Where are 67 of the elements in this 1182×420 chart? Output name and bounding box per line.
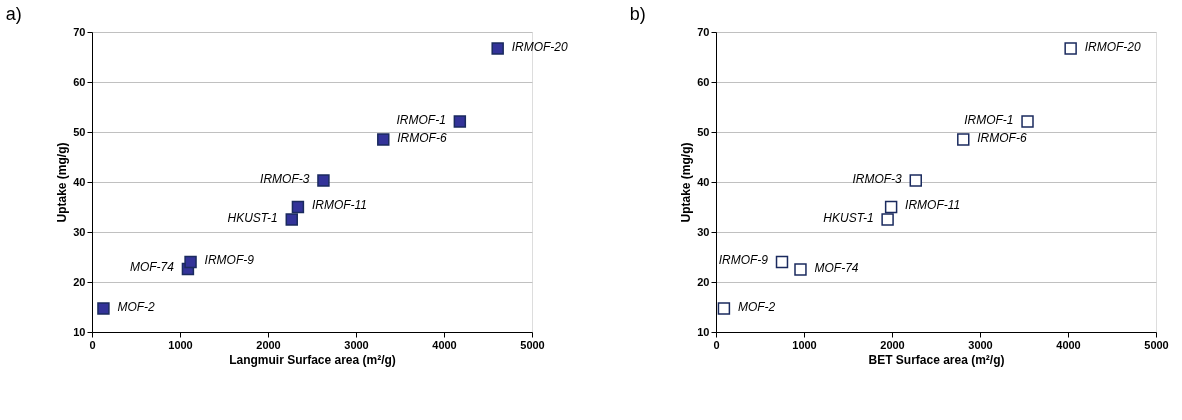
y-tick-label: 20: [697, 275, 710, 288]
y-tick-label: 40: [73, 175, 86, 188]
y-tick-label: 50: [73, 125, 86, 138]
point: [184, 255, 197, 269]
y-tick-label: 60: [73, 75, 86, 88]
y-tick-label: 10: [697, 325, 710, 338]
chart-title: a): [5, 4, 22, 24]
y-axis-title: Uptake (mg/g): [55, 142, 70, 223]
y-tick-label: 70: [73, 25, 86, 38]
annotation: IRMOF-1: [396, 112, 446, 127]
chart-title: b): [629, 4, 646, 24]
x-tick-label: 2000: [256, 338, 281, 351]
point: [1021, 115, 1034, 128]
point: [717, 302, 731, 315]
x-tick-label: 4000: [1056, 338, 1081, 351]
x-tick-label: 4000: [432, 338, 457, 351]
point: [794, 263, 807, 276]
x-axis-title: BET Surface area (m²/g): [868, 352, 1005, 367]
x-tick-label: 3000: [968, 338, 993, 351]
x-tick-label: 5000: [520, 338, 545, 351]
annotation: MOF-74: [814, 260, 859, 275]
x-tick-label: 1000: [792, 338, 817, 351]
annotation: IRMOF-11: [905, 198, 961, 212]
point: [881, 213, 894, 226]
x-tick-label: 0: [89, 338, 96, 351]
point: [97, 302, 110, 315]
annotation: IRMOF-6: [397, 130, 447, 145]
annotation: IRMOF-11: [311, 198, 368, 212]
point: [453, 115, 467, 128]
x-axis-title: Langmuir Surface area (m²/g): [229, 352, 396, 367]
point: [1064, 42, 1077, 55]
y-tick-label: 10: [73, 325, 86, 338]
y-tick-label: 20: [73, 275, 86, 288]
annotation: IRMOF-3: [852, 171, 903, 186]
x-tick-label: 2000: [880, 338, 905, 351]
annotation: MOF-2: [117, 299, 156, 314]
annotation: IRMOF-20: [1084, 39, 1141, 54]
y-tick-label: 70: [697, 25, 710, 38]
annotation: IRMOF-9: [718, 253, 769, 267]
point: [317, 174, 330, 187]
annotation: HKUST-1: [823, 210, 874, 225]
y-tick-label: 30: [73, 225, 86, 238]
point: [775, 255, 789, 269]
point: [291, 200, 305, 214]
point: [957, 133, 970, 146]
annotation: HKUST-1: [227, 210, 278, 225]
point: [491, 42, 504, 55]
annotation: IRMOF-3: [260, 171, 310, 186]
x-tick-label: 5000: [1144, 338, 1169, 351]
point: [884, 200, 898, 214]
annotation: MOF-74: [129, 260, 175, 274]
annotation: IRMOF-6: [977, 130, 1027, 145]
point: [377, 133, 390, 146]
x-tick-label: 0: [713, 338, 720, 351]
y-tick-label: 30: [697, 225, 710, 238]
annotation: MOF-2: [737, 299, 776, 314]
point: [285, 213, 298, 226]
y-tick-label: 40: [697, 175, 710, 188]
x-tick-label: 1000: [168, 338, 193, 351]
y-tick-label: 50: [697, 125, 710, 138]
point: [909, 174, 922, 187]
annotation: IRMOF-1: [964, 112, 1014, 127]
y-axis-title: Uptake (mg/g): [679, 142, 694, 223]
x-tick-label: 3000: [344, 338, 369, 351]
y-tick-label: 60: [697, 75, 710, 88]
annotation: IRMOF-20: [511, 39, 569, 54]
annotation: IRMOF-9: [204, 253, 255, 267]
